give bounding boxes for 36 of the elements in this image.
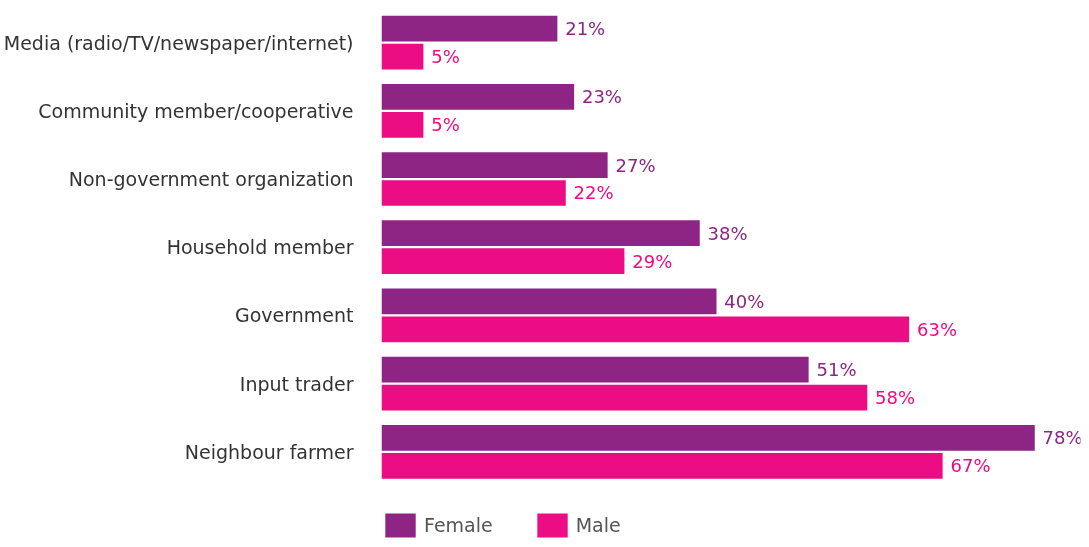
- data-label: 58%: [875, 387, 916, 409]
- legend-label: Female: [424, 514, 493, 536]
- data-label: 40%: [724, 290, 765, 312]
- bar: [381, 356, 809, 383]
- bar: [381, 424, 1035, 451]
- y-tick-label: Non-government organization: [68, 168, 354, 191]
- bar: [381, 452, 943, 479]
- data-label: 21%: [565, 18, 606, 40]
- data-label: 38%: [707, 222, 748, 244]
- bar: [381, 83, 575, 110]
- bar: [381, 111, 424, 138]
- bar: [381, 316, 910, 343]
- data-label: 29%: [632, 250, 673, 272]
- bar: [381, 152, 608, 178]
- bar: [381, 288, 717, 315]
- data-label: 5%: [431, 46, 460, 68]
- bar: [381, 43, 424, 70]
- y-tick-label: Household member: [166, 236, 354, 259]
- y-tick-label: Media (radio/TV/newspaper/internet): [3, 31, 354, 54]
- bar: [381, 15, 558, 42]
- bar: [381, 384, 868, 411]
- y-tick-label: Government: [235, 304, 354, 327]
- y-tick-label: Neighbour farmer: [184, 440, 354, 463]
- data-label: 63%: [916, 318, 957, 340]
- data-label: 23%: [581, 86, 622, 108]
- legend-label: Male: [575, 514, 621, 536]
- bar: [381, 220, 700, 247]
- bar: [381, 180, 566, 206]
- data-label: 27%: [615, 154, 656, 176]
- data-label: 22%: [573, 182, 614, 204]
- data-label: 5%: [431, 114, 460, 136]
- data-label: 67%: [950, 455, 991, 477]
- y-tick-label: Input trader: [239, 372, 354, 395]
- data-label: 51%: [816, 359, 857, 381]
- y-tick-label: Community member/cooperative: [38, 99, 354, 122]
- bar: [381, 248, 625, 275]
